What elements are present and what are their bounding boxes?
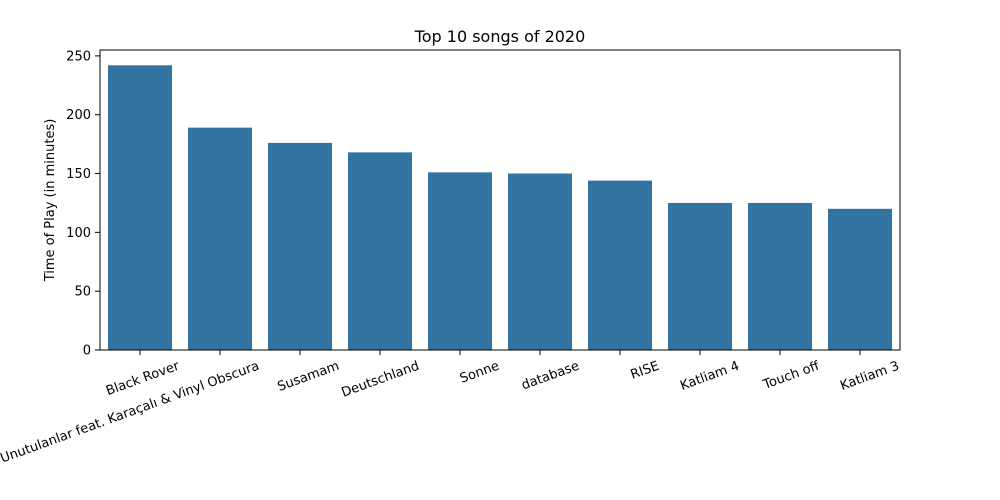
x-tick-label: Touch off bbox=[760, 358, 822, 393]
bar-8 bbox=[748, 202, 812, 350]
y-tick-label: 100 bbox=[66, 226, 91, 241]
y-tick-label: 0 bbox=[83, 344, 91, 359]
bar-9 bbox=[828, 208, 892, 350]
y-tick-label: 250 bbox=[66, 49, 91, 64]
bar-7 bbox=[668, 202, 732, 350]
plot-frame bbox=[99, 49, 901, 351]
x-tick-label: Deutschland bbox=[340, 359, 422, 401]
bar-2 bbox=[268, 142, 332, 350]
x-axis: Black RoverKayıp Mekanlar V: Unutulanlar… bbox=[0, 350, 901, 500]
x-tick-label: RISE bbox=[629, 359, 662, 383]
x-tick-label: database bbox=[520, 359, 582, 394]
bar-1 bbox=[188, 127, 252, 350]
bar-5 bbox=[508, 173, 572, 350]
x-tick-label: Katliam 3 bbox=[838, 359, 901, 394]
bars-group bbox=[108, 65, 892, 350]
bar-4 bbox=[428, 172, 492, 350]
chart-title: Top 10 songs of 2020 bbox=[414, 27, 586, 46]
x-tick-label: Sonne bbox=[458, 359, 501, 387]
bar-6 bbox=[588, 180, 652, 350]
y-axis-label: Time of Play (in minutes) bbox=[43, 119, 58, 283]
bar-3 bbox=[348, 152, 412, 350]
x-tick-label: Katliam 4 bbox=[678, 359, 741, 394]
y-axis: 0 50 100 150 200 250 bbox=[66, 49, 100, 359]
y-tick-label: 50 bbox=[74, 285, 91, 300]
bar-0 bbox=[108, 65, 172, 350]
y-tick-label: 150 bbox=[66, 167, 91, 182]
x-tick-label: Susamam bbox=[276, 359, 342, 395]
y-tick-label: 200 bbox=[66, 108, 91, 123]
